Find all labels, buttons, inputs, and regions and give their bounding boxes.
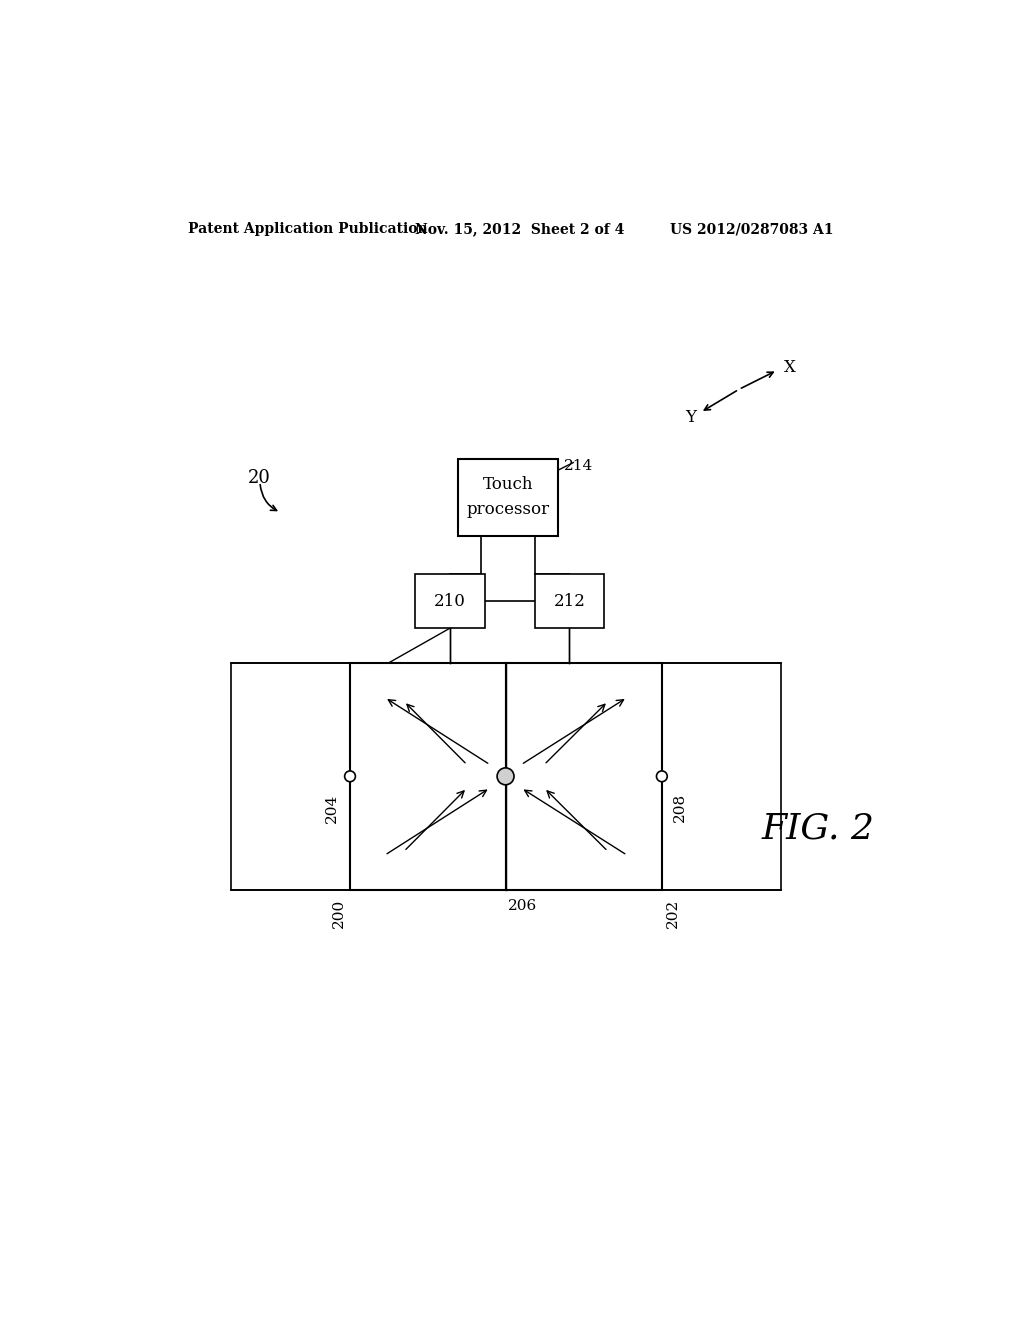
Text: Touch
processor: Touch processor xyxy=(466,477,550,519)
Bar xyxy=(350,663,506,890)
Text: 208: 208 xyxy=(673,793,687,822)
Bar xyxy=(416,574,484,628)
Text: 204: 204 xyxy=(326,793,339,822)
Text: Patent Application Publication: Patent Application Publication xyxy=(188,222,428,236)
Text: 20: 20 xyxy=(248,469,270,487)
Circle shape xyxy=(497,768,514,785)
Circle shape xyxy=(345,771,355,781)
Bar xyxy=(535,574,604,628)
Text: 210: 210 xyxy=(434,593,466,610)
Bar xyxy=(230,663,350,890)
Text: X: X xyxy=(783,359,796,376)
Text: 212: 212 xyxy=(554,593,586,610)
Bar xyxy=(662,663,781,890)
Text: Y: Y xyxy=(685,409,695,425)
Text: 214: 214 xyxy=(564,459,593,474)
Text: FIG. 2: FIG. 2 xyxy=(762,812,874,845)
Text: 206: 206 xyxy=(508,899,538,913)
Circle shape xyxy=(656,771,668,781)
Bar xyxy=(506,663,662,890)
Text: US 2012/0287083 A1: US 2012/0287083 A1 xyxy=(670,222,834,236)
Text: Nov. 15, 2012  Sheet 2 of 4: Nov. 15, 2012 Sheet 2 of 4 xyxy=(416,222,625,236)
Text: 202: 202 xyxy=(666,899,680,928)
Bar xyxy=(458,459,558,536)
Text: 200: 200 xyxy=(332,899,346,928)
